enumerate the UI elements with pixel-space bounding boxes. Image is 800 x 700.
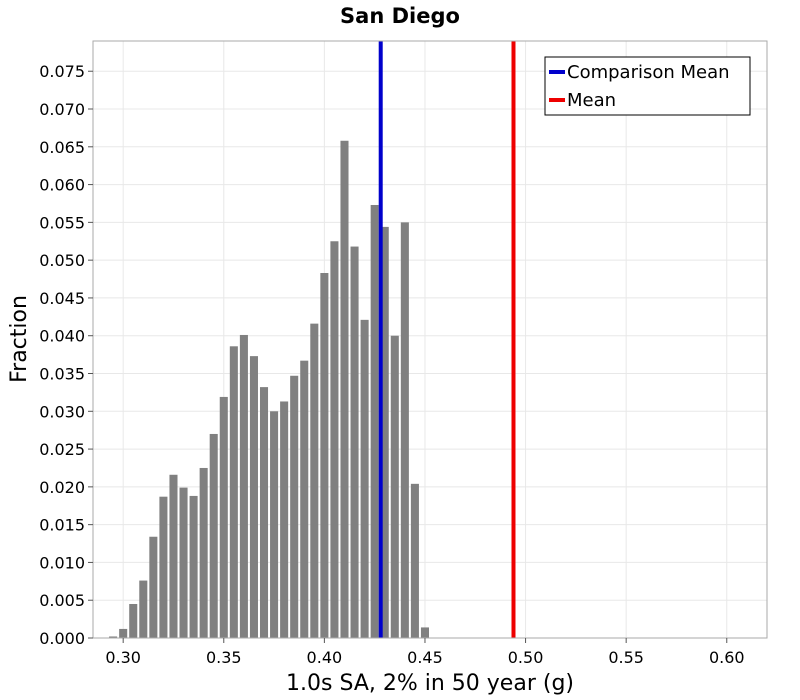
histogram-bars xyxy=(109,140,429,639)
histogram-bar xyxy=(209,433,218,638)
y-tick-label: 0.015 xyxy=(39,516,85,535)
y-tick-label: 0.040 xyxy=(39,327,85,346)
histogram-bar xyxy=(320,272,329,638)
histogram-bar xyxy=(119,628,128,638)
x-axis-ticks: 0.30 0.35 0.40 0.45 0.50 0.55 0.60 xyxy=(105,638,745,667)
x-tick-label: 0.60 xyxy=(709,648,745,667)
histogram-bar xyxy=(290,375,299,638)
histogram-bar xyxy=(340,140,349,638)
histogram-bar xyxy=(179,487,188,638)
mean-lines xyxy=(378,41,516,638)
y-axis-ticks: 0.000 0.005 0.010 0.015 0.020 0.025 0.030 0.035… xyxy=(39,62,93,648)
y-tick-label: 0.055 xyxy=(39,213,85,232)
y-tick-label: 0.030 xyxy=(39,402,85,421)
y-axis-label: Fraction xyxy=(7,295,32,383)
y-tick-label: 0.060 xyxy=(39,176,85,195)
histogram-bar xyxy=(129,603,138,638)
histogram-bar xyxy=(249,356,258,638)
histogram-bar xyxy=(280,401,289,638)
y-tick-label: 0.050 xyxy=(39,251,85,270)
x-tick-label: 0.50 xyxy=(508,648,544,667)
legend: Comparison Mean Mean xyxy=(544,56,751,116)
y-tick-label: 0.075 xyxy=(39,62,85,81)
histogram-bar xyxy=(149,536,158,638)
y-tick-label: 0.025 xyxy=(39,440,85,459)
chart-title: San Diego xyxy=(340,4,460,28)
histogram-bar xyxy=(189,495,198,638)
histogram-bar xyxy=(420,627,429,638)
histogram-bar xyxy=(219,396,228,638)
histogram-bar xyxy=(239,334,248,638)
histogram-bar xyxy=(109,636,118,638)
legend-box xyxy=(544,56,751,116)
y-tick-label: 0.035 xyxy=(39,365,85,384)
plot-frame xyxy=(92,40,768,639)
histogram-bar xyxy=(400,222,409,638)
y-tick-label: 0.020 xyxy=(39,478,85,497)
y-tick-label: 0.065 xyxy=(39,138,85,157)
histogram-bar xyxy=(229,346,238,638)
histogram-bar xyxy=(270,411,279,638)
histogram-bar xyxy=(169,474,178,638)
histogram-bar xyxy=(199,467,208,638)
x-tick-label: 0.35 xyxy=(206,648,242,667)
histogram-bar xyxy=(300,360,309,638)
histogram-bar xyxy=(139,580,148,638)
histogram-bar xyxy=(310,323,319,638)
y-tick-label: 0.045 xyxy=(39,289,85,308)
histogram-bar xyxy=(259,387,269,638)
x-tick-label: 0.40 xyxy=(307,648,343,667)
histogram-bar xyxy=(330,241,339,638)
histogram-bar xyxy=(350,246,359,638)
y-tick-label: 0.070 xyxy=(39,100,85,119)
legend-label: Comparison Mean xyxy=(567,62,730,83)
histogram-bar xyxy=(360,319,369,638)
x-tick-label: 0.30 xyxy=(105,648,141,667)
y-tick-label: 0.010 xyxy=(39,553,85,572)
x-axis-label: 1.0s SA, 2% in 50 year (g) xyxy=(286,671,574,696)
histogram-bar xyxy=(390,335,399,638)
y-tick-label: 0.000 xyxy=(39,629,85,648)
legend-label: Mean xyxy=(567,90,616,111)
x-tick-label: 0.55 xyxy=(608,648,644,667)
y-tick-label: 0.005 xyxy=(39,591,85,610)
histogram-bar xyxy=(410,483,419,638)
x-tick-label: 0.45 xyxy=(407,648,443,667)
histogram-bar xyxy=(370,204,379,638)
histogram-bar xyxy=(380,226,389,639)
histogram-bar xyxy=(159,496,168,638)
